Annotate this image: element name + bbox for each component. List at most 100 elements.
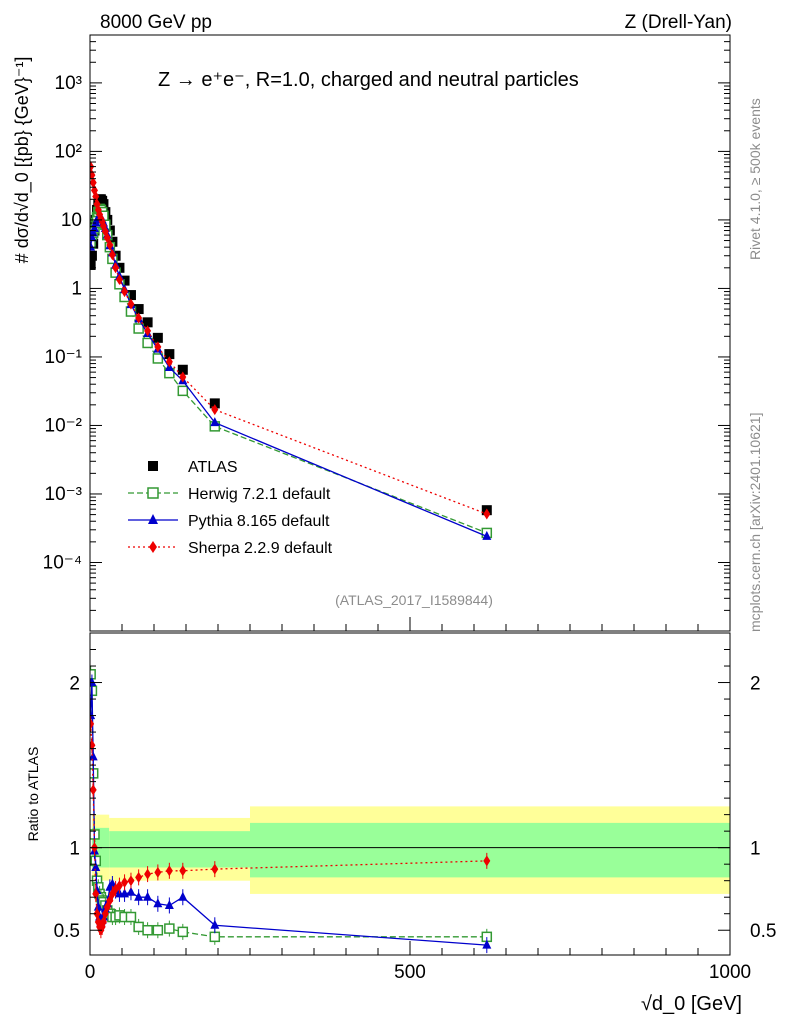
ratio-tick-label-right: 0.5 — [750, 921, 776, 942]
ratio-tick-label-right: 2 — [750, 674, 761, 695]
herwig-ratio-marker — [209, 931, 221, 943]
sherpa-ratio-marker — [179, 865, 187, 877]
sherpa-ratio-marker — [154, 866, 162, 878]
stat-band — [109, 831, 250, 868]
x-tick-label: 500 — [394, 962, 426, 983]
data-marker — [133, 304, 144, 315]
pythia-marker — [90, 241, 96, 251]
legend-label: Sherpa 2.2.9 default — [188, 540, 333, 557]
ratio-tick-label-right: 1 — [750, 839, 761, 860]
ratio-panel: 0.5 0.5 1 1 2 2 0 500 1000 — [54, 617, 776, 983]
pythia-marker — [482, 530, 492, 540]
x-tick-label: 1000 — [709, 962, 751, 983]
sherpa-marker — [108, 249, 116, 261]
data-marker — [209, 398, 220, 409]
sherpa-marker — [135, 312, 143, 324]
sherpa-ratio-marker — [90, 718, 95, 730]
pythia-ratio-marker — [482, 939, 492, 949]
pythia-ratio-marker — [90, 677, 97, 687]
herwig-ratio-marker — [152, 924, 164, 936]
herwig-marker — [152, 353, 164, 364]
herwig-ratio-marker — [133, 921, 144, 933]
pythia-ratio-marker — [90, 751, 98, 761]
herwig-marker — [133, 323, 144, 334]
pythia-ratio-marker — [178, 891, 188, 901]
x-axis: 0 500 1000 — [85, 617, 751, 983]
main-panel: 10⁻⁴ 10⁻³ 10⁻² 10⁻¹ 1 10 10² 10³ Z → e⁺e⁻, R=1.… — [43, 34, 731, 632]
ratio-y-axis: 0.5 0.5 1 1 2 2 — [54, 649, 776, 942]
sherpa-marker — [165, 356, 173, 368]
legend-label: ATLAS — [188, 459, 238, 476]
sherpa-ratio-marker — [115, 880, 123, 892]
mcplots-label: mcplots.cern.ch [arXiv:2401.10621] — [747, 413, 763, 632]
y-tick-label: 10⁻³ — [45, 484, 83, 505]
sherpa-ratio-marker — [121, 876, 129, 888]
rivet-version-label: Rivet 4.1.0, ≥ 500k events — [747, 98, 763, 260]
legend-marker — [149, 541, 157, 553]
pythia-ratio-marker — [93, 901, 103, 911]
y-tick-label: 10² — [55, 141, 82, 162]
legend-marker — [148, 514, 158, 524]
y-tick-label: 10⁻² — [45, 415, 83, 436]
sherpa-ratio-marker — [90, 739, 96, 751]
pythia-marker — [210, 417, 220, 427]
legend-entry-pythia: Pythia 8.165 default — [128, 513, 330, 530]
herwig-ratio-marker — [90, 669, 96, 680]
ratio-frame — [89, 632, 731, 956]
data-marker — [125, 290, 136, 301]
pythia-ratio-marker — [153, 898, 163, 908]
sherpa-marker — [90, 177, 97, 189]
sherpa-marker — [103, 232, 111, 244]
uncertainty-bands — [90, 806, 730, 894]
pythia-ratio-marker — [143, 891, 153, 901]
data-marker — [152, 332, 163, 343]
legend-label: Pythia 8.165 default — [188, 513, 330, 530]
legend: ATLAS Herwig 7.2.1 default Pythia 8.165 de… — [128, 459, 333, 557]
sherpa-ratio-marker — [211, 863, 219, 875]
pythia-ratio-marker — [126, 886, 136, 896]
sherpa-marker — [106, 239, 114, 251]
sherpa-ratio-marker — [92, 888, 100, 900]
pythia-ratio-marker — [90, 710, 96, 720]
sherpa-marker — [112, 262, 120, 274]
ratio-tick-label: 1 — [69, 839, 80, 860]
legend-entry-sherpa: Sherpa 2.2.9 default — [128, 540, 333, 557]
legend-marker — [148, 461, 158, 471]
herwig-marker — [177, 385, 189, 397]
y-tick-label: 10⁻¹ — [45, 347, 83, 368]
sherpa-marker — [179, 371, 187, 383]
ratio-tick-label: 2 — [69, 674, 80, 695]
legend-entry-data: ATLAS — [148, 459, 238, 476]
data-marker — [164, 349, 175, 360]
ratio-y-axis-label: Ratio to ATLAS — [25, 747, 41, 842]
sherpa-ratio-marker — [483, 855, 491, 867]
y-tick-label: 10⁻⁴ — [43, 552, 82, 573]
sherpa-ratio-marker — [90, 784, 97, 796]
main-y-axis: 10⁻⁴ 10⁻³ 10⁻² 10⁻¹ 1 10 10² 10³ — [43, 34, 730, 632]
sherpa-ratio-marker — [135, 871, 143, 883]
pythia-ratio-marker — [164, 899, 174, 909]
legend-label: Herwig 7.2.1 default — [188, 486, 331, 503]
sherpa-marker — [211, 404, 219, 416]
herwig-ratio-marker — [142, 924, 153, 936]
data-marker — [107, 236, 118, 247]
pythia-ratio-marker — [210, 919, 220, 929]
y-tick-label: 10³ — [55, 73, 82, 94]
data-marker — [177, 364, 188, 375]
herwig-ratio-marker — [177, 926, 189, 938]
sherpa-marker — [121, 286, 129, 298]
sherpa-ratio-marker — [144, 868, 152, 880]
sherpa-marker — [144, 325, 152, 337]
chart-title: Z → e⁺e⁻, R=1.0, charged and neutral par… — [158, 69, 579, 91]
herwig-marker — [142, 337, 153, 349]
sherpa-marker — [115, 274, 123, 286]
y-axis-label: # dσ/d√d_0 [{pb} {GeV}⁻¹] — [12, 57, 33, 264]
data-marker — [90, 259, 96, 270]
main-curves — [90, 161, 493, 540]
x-tick-label: 0 — [85, 962, 96, 983]
y-tick-label: 1 — [71, 278, 82, 299]
herwig-ratio-marker — [125, 911, 137, 923]
x-axis-label: √d_0 [GeV] — [641, 993, 742, 1015]
pythia-ratio-marker — [134, 891, 144, 901]
